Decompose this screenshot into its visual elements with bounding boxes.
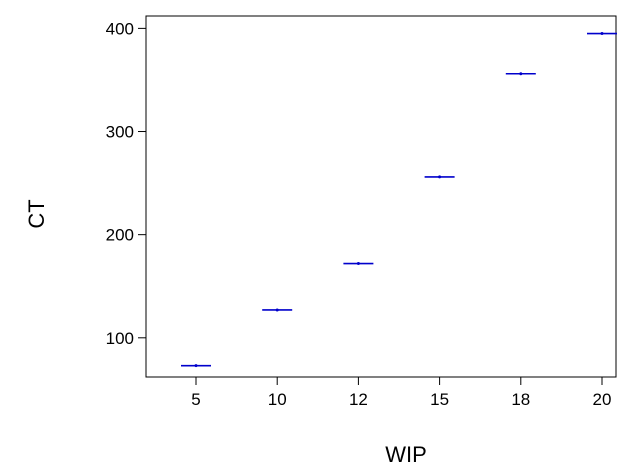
- y-tick-label: 400: [106, 19, 134, 38]
- x-tick-label: 20: [593, 390, 612, 409]
- data-point: [275, 308, 279, 312]
- data-point: [438, 175, 442, 179]
- y-axis: 100 200 300 400: [106, 19, 146, 348]
- y-tick-label: 200: [106, 226, 134, 245]
- data-marks: [181, 32, 617, 368]
- data-point: [194, 364, 198, 368]
- x-axis: 5 10 12 15 18 20: [191, 377, 611, 409]
- y-tick-label: 300: [106, 123, 134, 142]
- data-point: [519, 72, 523, 76]
- data-point: [356, 262, 360, 266]
- x-tick-label: 12: [349, 390, 368, 409]
- x-tick-label: 5: [191, 390, 200, 409]
- y-tick-label: 100: [106, 329, 134, 348]
- x-tick-label: 10: [268, 390, 287, 409]
- x-axis-title: WIP: [385, 442, 427, 467]
- x-tick-label: 15: [430, 390, 449, 409]
- x-tick-label: 18: [511, 390, 530, 409]
- y-axis-title: CT: [24, 199, 49, 228]
- data-point: [600, 32, 604, 36]
- plot-frame: [145, 15, 617, 378]
